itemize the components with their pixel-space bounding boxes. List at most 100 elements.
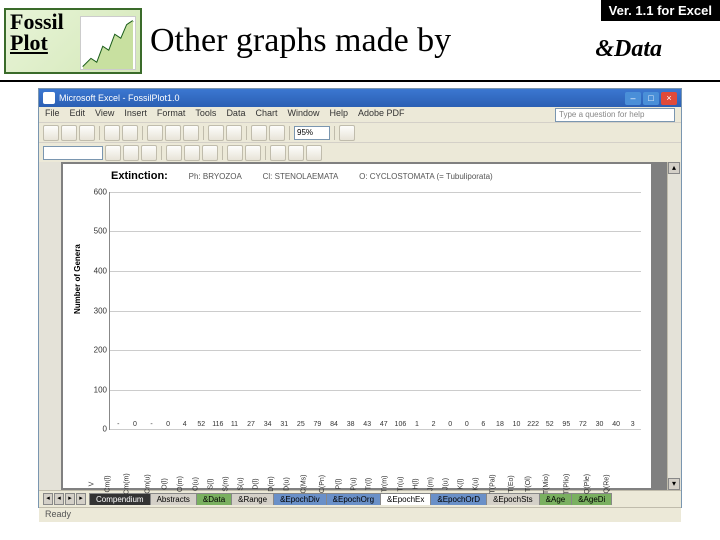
italic-icon[interactable] bbox=[123, 145, 139, 161]
bar-value-label: 0 bbox=[448, 421, 452, 428]
page-heading: Other graphs made by bbox=[150, 22, 451, 60]
save-icon[interactable] bbox=[79, 125, 95, 141]
bar-slot: 52 bbox=[541, 421, 558, 429]
sheet-tab[interactable]: Abstracts bbox=[150, 493, 197, 505]
redo-icon[interactable] bbox=[226, 125, 242, 141]
bar-slot: 52 bbox=[193, 421, 210, 429]
bar-value-label: 31 bbox=[280, 421, 288, 428]
sort-icon[interactable] bbox=[251, 125, 267, 141]
y-tick-label: 400 bbox=[94, 266, 110, 275]
y-axis-label: Number of Genera bbox=[73, 244, 82, 314]
logo-line2: Plot bbox=[10, 33, 64, 54]
borders-icon[interactable] bbox=[270, 145, 286, 161]
underline-icon[interactable] bbox=[141, 145, 157, 161]
sheet-tab[interactable]: &EpochOrg bbox=[326, 493, 381, 505]
zoom-input[interactable]: 95% bbox=[294, 126, 330, 140]
bar-slot: 106 bbox=[392, 421, 409, 429]
sheet-tab[interactable]: Compendium bbox=[89, 493, 151, 505]
status-bar: Ready bbox=[39, 507, 681, 522]
menu-view[interactable]: View bbox=[95, 108, 114, 121]
bar-value-label: 34 bbox=[264, 421, 272, 428]
window-title: Microsoft Excel - FossilPlot1.0 bbox=[59, 93, 180, 103]
window-titlebar[interactable]: Microsoft Excel - FossilPlot1.0 – □ × bbox=[39, 89, 681, 107]
bar-slot: 2 bbox=[425, 421, 442, 429]
x-axis-labels: VCm(l)Cm(m)Cm(u)O(l)O(m)O(u)S(l)S(m)S(u)… bbox=[109, 432, 641, 488]
align-left-icon[interactable] bbox=[166, 145, 182, 161]
paste-icon[interactable] bbox=[183, 125, 199, 141]
bar-value-label: 222 bbox=[527, 421, 539, 428]
maximize-button[interactable]: □ bbox=[643, 92, 659, 105]
chart-title-row: Extinction: Ph: BRYOZOA Cl: STENOLAEMATA… bbox=[111, 170, 493, 182]
logo-sparkline-icon bbox=[80, 16, 136, 70]
excel-app-icon bbox=[43, 92, 55, 104]
percent-icon[interactable] bbox=[245, 145, 261, 161]
bar-slot: 4 bbox=[176, 421, 193, 429]
scroll-up-icon[interactable]: ▴ bbox=[668, 162, 680, 174]
menu-insert[interactable]: Insert bbox=[124, 108, 147, 121]
sheet-tab-active[interactable]: &EpochEx bbox=[380, 493, 431, 505]
bar-slot: - bbox=[143, 421, 160, 429]
bar-value-label: 40 bbox=[612, 421, 620, 428]
menu-file[interactable]: File bbox=[45, 108, 60, 121]
minimize-button[interactable]: – bbox=[625, 92, 641, 105]
sheet-tab[interactable]: &EpochDiv bbox=[273, 493, 327, 505]
currency-icon[interactable] bbox=[227, 145, 243, 161]
bar-value-label: 4 bbox=[183, 421, 187, 428]
bar-value-label: 38 bbox=[347, 421, 355, 428]
font-color-icon[interactable] bbox=[306, 145, 322, 161]
bar-slot: 0 bbox=[160, 421, 177, 429]
sheet-tab[interactable]: &EpochOrD bbox=[430, 493, 487, 505]
chart-icon[interactable] bbox=[269, 125, 285, 141]
menu-chart[interactable]: Chart bbox=[255, 108, 277, 121]
copy-icon[interactable] bbox=[165, 125, 181, 141]
undo-icon[interactable] bbox=[208, 125, 224, 141]
help-search-input[interactable]: Type a question for help bbox=[555, 108, 675, 122]
plot-area: -0-0452116112734312579843843471061200618… bbox=[109, 192, 641, 430]
menu-adobe[interactable]: Adobe PDF bbox=[358, 108, 405, 121]
bar-value-label: 72 bbox=[579, 421, 587, 428]
bar-value-label: 30 bbox=[596, 421, 604, 428]
align-right-icon[interactable] bbox=[202, 145, 218, 161]
sheet-tab[interactable]: &Range bbox=[231, 493, 274, 505]
fill-color-icon[interactable] bbox=[288, 145, 304, 161]
menu-tools[interactable]: Tools bbox=[195, 108, 216, 121]
vertical-scrollbar[interactable]: ▴ ▾ bbox=[667, 162, 681, 490]
close-button[interactable]: × bbox=[661, 92, 677, 105]
sheet-tab[interactable]: &AgeDi bbox=[571, 493, 612, 505]
bar-slot: 84 bbox=[326, 421, 343, 429]
menu-data[interactable]: Data bbox=[226, 108, 245, 121]
bar-value-label: 1 bbox=[415, 421, 419, 428]
sheet-tab[interactable]: &Age bbox=[539, 493, 573, 505]
tab-nav-buttons[interactable]: ◂◂▸▸ bbox=[39, 493, 90, 505]
bar-value-label: 0 bbox=[166, 421, 170, 428]
new-icon[interactable] bbox=[43, 125, 59, 141]
bar-value-label: 0 bbox=[133, 421, 137, 428]
menu-window[interactable]: Window bbox=[287, 108, 319, 121]
embedded-chart[interactable]: Extinction: Ph: BRYOZOA Cl: STENOLAEMATA… bbox=[63, 164, 651, 488]
menu-edit[interactable]: Edit bbox=[70, 108, 86, 121]
print-icon[interactable] bbox=[104, 125, 120, 141]
y-tick-label: 100 bbox=[94, 385, 110, 394]
bar-value-label: 2 bbox=[432, 421, 436, 428]
bold-icon[interactable] bbox=[105, 145, 121, 161]
scroll-down-icon[interactable]: ▾ bbox=[668, 478, 680, 490]
bar-slot: 116 bbox=[210, 421, 227, 429]
cut-icon[interactable] bbox=[147, 125, 163, 141]
bar-slot: 31 bbox=[276, 421, 293, 429]
y-tick-label: 200 bbox=[94, 345, 110, 354]
bar-slot: 3 bbox=[624, 421, 641, 429]
align-center-icon[interactable] bbox=[184, 145, 200, 161]
preview-icon[interactable] bbox=[122, 125, 138, 141]
bar-slot: 18 bbox=[492, 421, 509, 429]
sheet-tab[interactable]: &EpochSts bbox=[486, 493, 540, 505]
menu-format[interactable]: Format bbox=[157, 108, 186, 121]
help-icon[interactable] bbox=[339, 125, 355, 141]
bar-value-label: - bbox=[150, 421, 152, 428]
menu-bar: File Edit View Insert Format Tools Data … bbox=[39, 107, 681, 122]
menu-help[interactable]: Help bbox=[329, 108, 348, 121]
font-select[interactable] bbox=[43, 146, 103, 160]
open-icon[interactable] bbox=[61, 125, 77, 141]
sheet-tab[interactable]: &Data bbox=[196, 493, 232, 505]
bar-value-label: 25 bbox=[297, 421, 305, 428]
gridline bbox=[110, 271, 641, 272]
